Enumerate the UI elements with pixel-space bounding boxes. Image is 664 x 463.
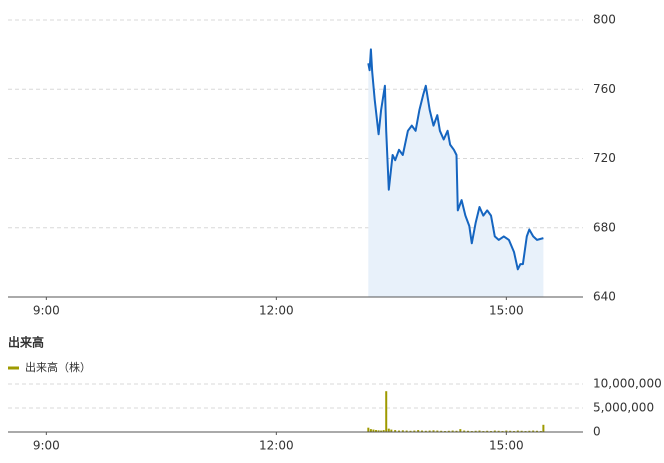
volume-bar xyxy=(516,430,519,432)
volume-bar xyxy=(455,430,458,432)
volume-bar xyxy=(377,430,380,432)
volume-bar xyxy=(520,430,523,432)
volume-bar xyxy=(387,428,390,432)
volume-bar xyxy=(421,430,423,432)
volume-bar xyxy=(409,430,412,432)
legend-label: 出来高（株） xyxy=(25,360,91,374)
volume-bar xyxy=(394,430,397,432)
volume-bar xyxy=(375,430,377,432)
volume-bar xyxy=(398,430,400,432)
volume-bar xyxy=(380,430,383,432)
volume-bar xyxy=(405,430,408,432)
x-tick-label: 15:00 xyxy=(489,439,524,453)
x-tick-label: 12:00 xyxy=(259,439,294,453)
volume-bar xyxy=(542,424,545,432)
volume-bar xyxy=(478,430,481,432)
volume-bar xyxy=(382,430,385,432)
y-tick-label: 680 xyxy=(593,220,616,234)
volume-bar xyxy=(432,430,435,432)
y-tick-label: 720 xyxy=(593,151,616,165)
volume-bar xyxy=(417,430,420,432)
volume-bar xyxy=(459,429,462,432)
y-tick-label: 760 xyxy=(593,82,616,96)
price-line xyxy=(367,48,544,271)
volume-bar xyxy=(413,430,416,432)
x-tick-label: 12:00 xyxy=(259,304,294,318)
volume-bar xyxy=(367,427,370,432)
volume-bar xyxy=(451,430,454,432)
volume-bar xyxy=(528,430,531,432)
section-title: 出来高 xyxy=(8,335,44,350)
volume-bar xyxy=(505,430,508,432)
volume-bar xyxy=(532,430,535,432)
y-tick-label: 800 xyxy=(593,13,616,27)
volume-bar xyxy=(369,429,372,432)
x-tick-label: 9:00 xyxy=(33,439,60,453)
x-tick-label: 15:00 xyxy=(489,304,524,318)
y-tick-label: 0 xyxy=(593,425,601,439)
x-tick-label: 9:00 xyxy=(33,304,60,318)
volume-bar xyxy=(385,391,388,432)
volume-bar xyxy=(440,430,443,432)
volume-bar xyxy=(401,430,404,432)
volume-bar xyxy=(493,430,496,432)
volume-bar xyxy=(474,430,477,432)
volume-bar xyxy=(436,430,439,432)
volume-bar xyxy=(509,430,512,432)
y-tick-label: 5,000,000 xyxy=(593,401,654,415)
volume-bar xyxy=(497,430,500,432)
y-tick-label: 10,000,000 xyxy=(593,377,662,391)
volume-bar xyxy=(428,430,431,432)
volume-bar xyxy=(486,430,489,432)
volume-bar xyxy=(424,430,427,432)
volume-bar xyxy=(467,430,469,432)
volume-bar xyxy=(536,430,538,432)
volume-bar xyxy=(390,429,393,432)
y-tick-label: 640 xyxy=(593,290,616,304)
volume-bar xyxy=(463,430,466,432)
price-area xyxy=(368,49,544,298)
volume-bar xyxy=(447,430,450,432)
volume-bar xyxy=(372,429,375,432)
